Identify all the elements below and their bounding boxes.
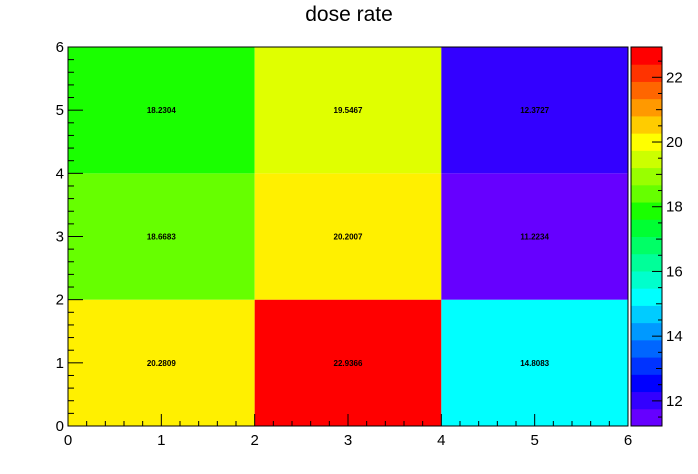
colorbar: 12 14 16 18 20 22 (630, 46, 683, 427)
colorbar-tick-label: 20 (666, 134, 683, 151)
cell-value-label: 11.2234 (520, 233, 549, 242)
colorbar-tick-label: 18 (666, 199, 683, 216)
cell-value-label: 12.3727 (520, 106, 549, 115)
y-tick-label: 1 (56, 355, 64, 372)
colorbar-segment (631, 305, 662, 324)
cell-value-label: 22.9366 (334, 359, 363, 368)
colorbar-tick-label: 12 (666, 393, 683, 410)
colorbar-frame (630, 46, 663, 427)
y-tick-label: 3 (56, 229, 64, 246)
colorbar-segment (631, 115, 662, 134)
x-tick-label: 4 (437, 432, 445, 449)
x-tick-label: 1 (157, 432, 165, 449)
heatmap-cell (254, 299, 442, 426)
colorbar-segment (631, 322, 662, 341)
colorbar-segment (631, 270, 662, 289)
x-tick-label: 5 (530, 432, 538, 449)
colorbar-tick-label: 14 (666, 328, 683, 345)
y-tick-label: 6 (56, 39, 64, 56)
colorbar-segment (631, 219, 662, 237)
y-tick-label: 0 (56, 418, 64, 435)
cell-value-label: 20.2007 (334, 233, 363, 242)
colorbar-tick-label: 16 (666, 263, 683, 280)
colorbar-segment (631, 374, 662, 393)
colorbar-segment (631, 408, 662, 427)
cell-value-label: 18.6683 (147, 233, 176, 242)
heatmap-cell (254, 173, 442, 300)
cell-value-label: 20.2809 (147, 359, 176, 368)
cell-labels-layer: 20.2809 22.9366 14.8083 18.6683 20.2007 11.22… (147, 106, 550, 368)
colorbar-segment (631, 133, 662, 151)
x-tick-label: 0 (64, 432, 72, 449)
heatmap-cell (254, 47, 442, 174)
cell-value-label: 18.2304 (147, 106, 176, 115)
colorbar-tick-label: 22 (666, 69, 683, 86)
heatmap-cell (68, 299, 255, 426)
colorbar-segment (631, 47, 662, 65)
colorbar-segment (631, 184, 662, 203)
colorbar-segment (631, 391, 662, 410)
colorbar-segment (631, 64, 662, 82)
heatmap-cell (441, 299, 628, 426)
y-tick-label: 4 (56, 165, 64, 182)
colorbar-segment (631, 253, 662, 272)
cells-layer (68, 47, 628, 426)
x-tick-label: 3 (344, 432, 352, 449)
x-tick-label: 6 (624, 432, 632, 449)
heatmap-cell (441, 173, 628, 300)
heatmap-cell (441, 47, 628, 174)
colorbar-segment (631, 150, 662, 169)
axes-layer: 0 1 2 3 4 5 6 0 1 2 3 4 5 6 (56, 39, 633, 449)
cell-value-label: 19.5467 (334, 106, 363, 115)
colorbar-segment (631, 357, 662, 375)
chart-title: dose rate (305, 3, 393, 26)
colorbar-segment (631, 202, 662, 220)
cell-value-label: 14.8083 (520, 359, 549, 368)
colorbar-segment (631, 167, 662, 186)
colorbar-segment (631, 288, 662, 306)
colorbar-segment (631, 236, 662, 255)
colorbar-segment (631, 98, 662, 117)
y-tick-label: 5 (56, 102, 64, 119)
heatmap-cell (68, 173, 255, 300)
colorbar-segment (631, 339, 662, 358)
colorbar-segment (631, 81, 662, 100)
heatmap-cell (68, 47, 255, 174)
y-tick-label: 2 (56, 292, 64, 309)
x-tick-label: 2 (250, 432, 258, 449)
